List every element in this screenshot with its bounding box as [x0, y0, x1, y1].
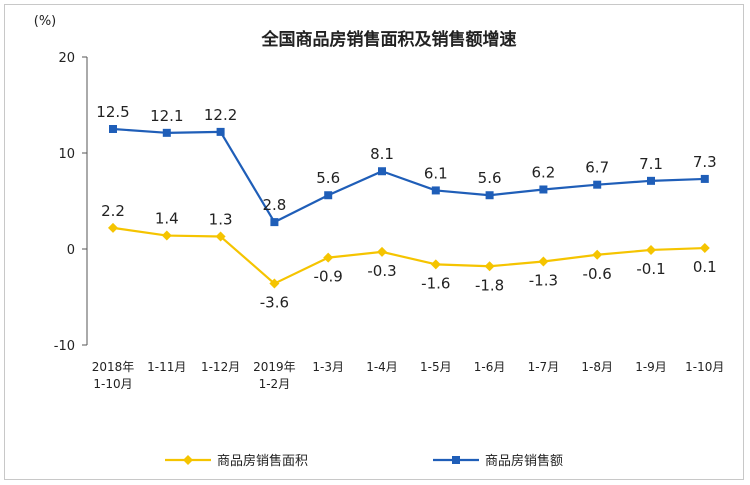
legend-label: 商品房销售面积	[217, 453, 308, 469]
data-point-marker	[647, 176, 655, 185]
data-point-marker	[646, 244, 656, 255]
data-point-marker	[484, 261, 495, 272]
series-1: 2.2 1.4 1.3 -3.6 -0.9 -0.3 -1.6 -1.8 -1.3 -0.6 -0.…	[101, 202, 717, 312]
x-tick-label: 1-8月	[581, 360, 613, 374]
y-tick-label: 10	[58, 147, 75, 162]
data-label: 7.1	[639, 155, 663, 173]
data-label: -0.1	[636, 260, 665, 278]
data-point-marker	[161, 230, 172, 241]
data-label: 12.2	[204, 106, 237, 124]
x-tick-label: 2019年 1-2月	[253, 360, 296, 391]
x-axis-ticks: 2018年 1-10月 1-11月 1-12月 2019年 1-2月 1-3月 1-4月 1-5…	[92, 360, 725, 391]
data-point-marker	[538, 256, 549, 267]
data-label: -0.9	[314, 268, 343, 286]
x-tick-label: 1-4月	[366, 360, 398, 374]
data-point-marker	[378, 167, 386, 176]
x-tick-label: 1-9月	[635, 360, 667, 374]
data-point-marker	[323, 252, 334, 263]
chart-title: 全国商品房销售面积及销售额增速	[261, 29, 517, 50]
x-tick-label: 1-7月	[528, 360, 560, 374]
x-tick-label: 1-11月	[147, 360, 186, 374]
x-tick-label: 1-6月	[474, 360, 506, 374]
data-label: -0.6	[583, 265, 612, 283]
y-tick-label: 20	[58, 51, 75, 66]
data-point-marker	[216, 127, 225, 136]
y-axis-unit: (%)	[34, 14, 57, 29]
data-point-marker	[699, 243, 710, 254]
data-label: -3.6	[260, 294, 289, 312]
data-point-marker	[592, 249, 603, 260]
data-label: 6.7	[585, 159, 609, 177]
data-label: 1.3	[209, 211, 233, 229]
data-label: -0.3	[367, 262, 396, 280]
data-point-marker	[215, 231, 226, 242]
data-point-marker	[109, 125, 117, 133]
data-label: 1.4	[155, 210, 179, 228]
data-label: 2.8	[262, 196, 286, 214]
data-point-marker	[593, 180, 602, 189]
data-point-marker	[485, 191, 494, 200]
data-point-marker	[108, 222, 118, 233]
data-label: 2.2	[101, 202, 125, 220]
legend: 商品房销售面积 商品房销售额	[165, 453, 563, 469]
data-label: 12.5	[96, 103, 129, 121]
data-label: 12.1	[150, 107, 183, 125]
data-label: -1.6	[421, 274, 450, 292]
x-tick-label: 1-10月	[685, 360, 724, 374]
data-label: 8.1	[370, 145, 394, 163]
chart-frame: (%) 全国商品房销售面积及销售额增速 -10 0 10 20 2018年 1-10月 1…	[4, 4, 744, 480]
y-tick-label: -10	[54, 339, 75, 354]
data-point-marker	[324, 191, 333, 200]
data-label: 7.3	[693, 153, 717, 171]
data-label: -1.3	[529, 271, 558, 289]
data-label: -1.8	[475, 276, 504, 294]
series-2: 12.5 12.1 12.2 2.8 5.6 8.1 6.1 5.6 6.2 6.7 7.1 7.3	[96, 103, 717, 227]
data-point-marker	[377, 246, 387, 257]
data-point-marker	[539, 185, 548, 194]
y-tick-label: 0	[67, 243, 75, 258]
legend-marker	[183, 455, 193, 465]
data-point-marker	[269, 278, 280, 289]
data-label: 5.6	[316, 169, 340, 187]
legend-label: 商品房销售额	[485, 453, 563, 469]
series-line	[112, 226, 705, 285]
data-label: 6.1	[424, 164, 448, 182]
x-tick-label: 1-12月	[201, 360, 240, 374]
data-point-marker	[270, 218, 279, 227]
data-label: 0.1	[693, 258, 717, 276]
x-tick-label: 2018年 1-10月	[92, 360, 135, 391]
data-point-marker	[431, 186, 440, 195]
data-point-marker	[430, 259, 441, 270]
x-tick-label: 1-3月	[312, 360, 344, 374]
x-tick-label: 1-5月	[420, 360, 452, 374]
series-line	[112, 127, 705, 224]
data-point-marker	[700, 174, 709, 183]
data-point-marker	[162, 128, 171, 137]
data-label: 6.2	[531, 163, 555, 181]
series-layer: 2.2 1.4 1.3 -3.6 -0.9 -0.3 -1.6 -1.8 -1.3 -0.6 -0.…	[96, 103, 716, 312]
legend-marker	[452, 456, 460, 464]
line-chart: (%) 全国商品房销售面积及销售额增速 -10 0 10 20 2018年 1-10月 1…	[34, 14, 725, 469]
y-axis-ticks: -10 0 10 20	[54, 51, 87, 354]
data-label: 5.6	[478, 169, 502, 187]
